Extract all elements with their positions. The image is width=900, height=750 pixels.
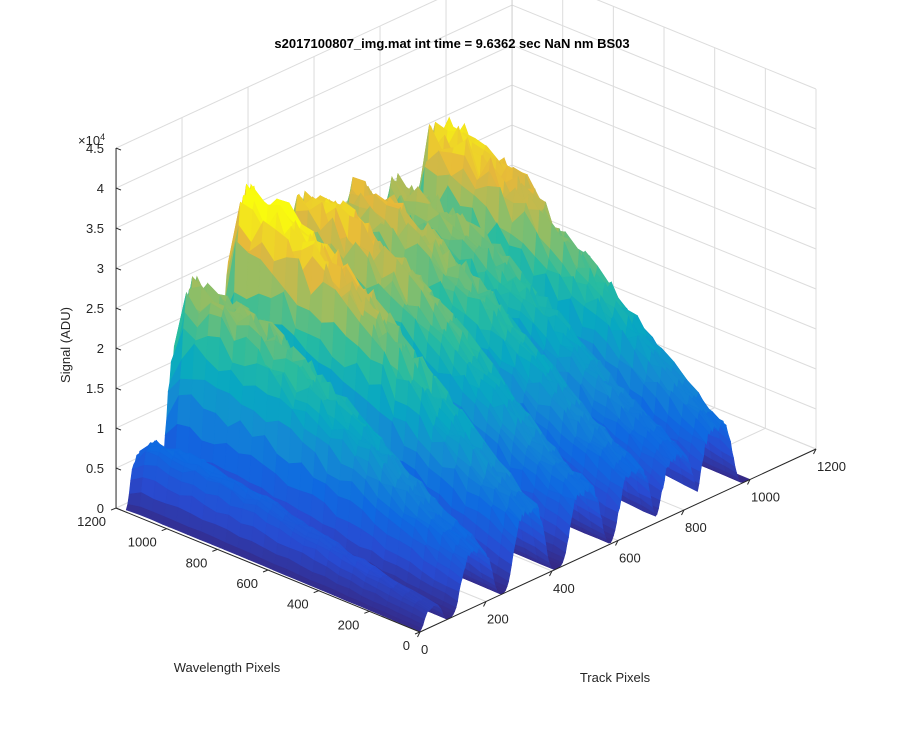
surface-patch [177, 394, 192, 428]
grid-line [115, 84, 513, 269]
surface-patch [201, 408, 216, 446]
grid-line [115, 0, 438, 149]
surface-mesh [125, 116, 751, 632]
surface-patch [242, 363, 258, 387]
surface-patch [207, 313, 222, 338]
grid-line [115, 44, 513, 229]
grid-line [511, 124, 817, 250]
grid-line [511, 44, 817, 170]
grid-line [596, 0, 817, 90]
grid-line [511, 84, 817, 210]
grid-line [511, 204, 817, 330]
surface-patch [232, 336, 247, 367]
surface-patch [246, 252, 261, 300]
surface-patch [205, 480, 220, 497]
surface-patch [128, 477, 144, 495]
grid-line [115, 4, 513, 189]
surface-patch [265, 394, 281, 423]
grid-line [511, 164, 817, 290]
grid-line [511, 4, 817, 130]
surface-patch [178, 378, 194, 396]
